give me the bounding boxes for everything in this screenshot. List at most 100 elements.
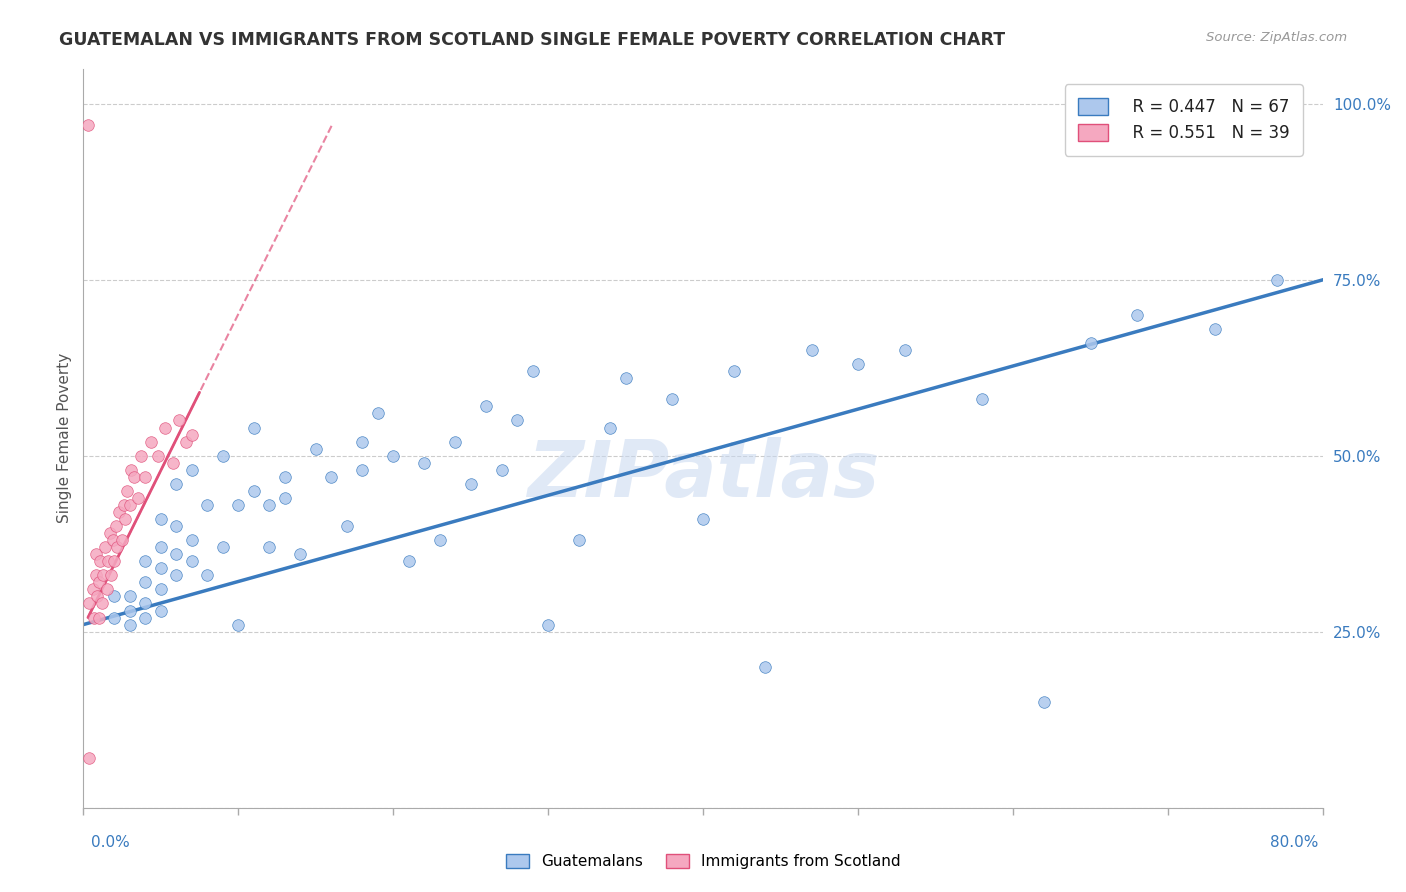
Point [352,463,374,477]
Point [124,470,146,484]
Point [98,526,121,541]
Point [114,512,136,526]
Point [846,357,869,371]
Point [259,498,281,512]
Point [506,413,529,427]
Point [1033,695,1056,709]
Point [398,554,420,568]
Point [79,751,101,765]
Point [90,597,112,611]
Point [661,392,683,407]
Point [352,434,374,449]
Point [195,568,218,582]
Point [180,427,202,442]
Point [243,483,266,498]
Point [149,561,172,575]
Point [155,420,177,434]
Point [568,533,591,548]
Y-axis label: Single Female Poverty: Single Female Poverty [58,353,72,524]
Point [336,519,359,533]
Point [134,610,156,624]
Point [413,456,436,470]
Point [149,540,172,554]
Point [165,476,187,491]
Point [180,554,202,568]
Point [367,406,389,420]
Point [460,476,482,491]
Legend:   R = 0.447   N = 67,   R = 0.551   N = 39: R = 0.447 N = 67, R = 0.551 N = 39 [1064,84,1302,155]
Point [87,610,110,624]
Point [162,456,184,470]
Point [754,660,776,674]
Point [103,554,125,568]
Point [149,603,172,617]
Point [96,582,118,597]
Point [93,568,115,582]
Point [180,533,202,548]
Point [1204,322,1226,336]
Point [226,498,249,512]
Point [491,463,513,477]
Point [522,364,544,378]
Point [103,610,125,624]
Point [105,540,128,554]
Point [118,603,141,617]
Point [120,463,142,477]
Text: ZIPatlas: ZIPatlas [527,437,879,513]
Point [305,442,328,456]
Point [103,590,125,604]
Point [94,540,117,554]
Point [127,491,149,505]
Point [89,554,111,568]
Point [104,519,127,533]
Point [118,617,141,632]
Point [692,512,714,526]
Point [141,434,163,449]
Point [134,597,156,611]
Point [444,434,467,449]
Point [100,568,122,582]
Text: 0.0%: 0.0% [91,836,131,850]
Point [83,610,105,624]
Point [112,498,135,512]
Point [134,575,156,590]
Point [169,413,191,427]
Point [1265,273,1288,287]
Point [1126,308,1149,322]
Point [211,540,233,554]
Point [290,547,312,561]
Point [180,463,202,477]
Point [165,547,187,561]
Text: GUATEMALAN VS IMMIGRANTS FROM SCOTLAND SINGLE FEMALE POVERTY CORRELATION CHART: GUATEMALAN VS IMMIGRANTS FROM SCOTLAND S… [59,31,1005,49]
Point [894,343,917,357]
Point [149,582,172,597]
Point [211,449,233,463]
Point [800,343,823,357]
Point [111,533,134,548]
Point [87,575,110,590]
Point [134,554,156,568]
Point [174,434,197,449]
Point [84,547,107,561]
Point [259,540,281,554]
Point [108,505,131,519]
Point [118,498,141,512]
Point [321,470,343,484]
Point [382,449,405,463]
Text: Source: ZipAtlas.com: Source: ZipAtlas.com [1206,31,1347,45]
Point [972,392,994,407]
Point [101,533,124,548]
Legend: Guatemalans, Immigrants from Scotland: Guatemalans, Immigrants from Scotland [499,848,907,875]
Point [97,554,120,568]
Point [77,118,100,132]
Point [79,597,101,611]
Point [243,420,266,434]
Point [146,449,169,463]
Point [129,449,152,463]
Point [723,364,745,378]
Point [274,491,297,505]
Point [614,371,637,385]
Point [1080,336,1102,351]
Point [429,533,451,548]
Point [165,519,187,533]
